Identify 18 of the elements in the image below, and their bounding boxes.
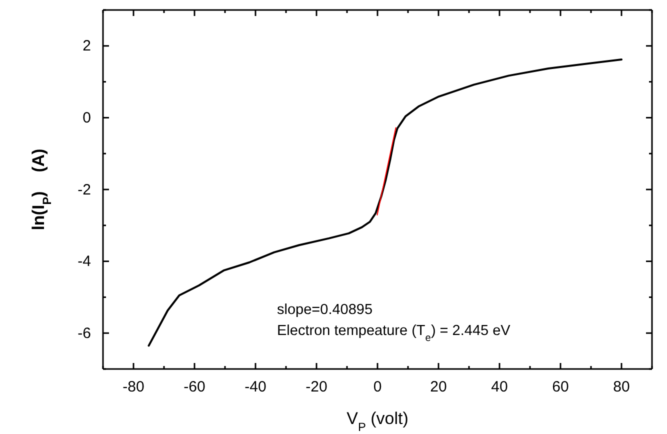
- x-axis-title: V$_{P}$ (volt): [346, 409, 408, 434]
- line-series: [148, 58, 622, 347]
- y-tick-label: -2: [78, 181, 91, 198]
- annotation: slope=0.40895: [277, 302, 373, 318]
- y-tick-label: -6: [78, 324, 91, 342]
- x-tick-label: 60: [552, 378, 569, 396]
- y-tick-label: 2: [82, 38, 91, 55]
- y-tick-label: -4: [78, 253, 91, 270]
- x-tick-label: -20: [306, 378, 328, 396]
- annotation: Electron tempeature (T$_{e}$) = 2.445 eV: [277, 323, 511, 344]
- x-tick-label: 40: [491, 378, 508, 396]
- x-tick-label: 0: [373, 378, 382, 396]
- x-tick-label: -40: [244, 378, 266, 396]
- y-tick-label: 0: [82, 110, 91, 126]
- x-tick-label: 20: [430, 378, 447, 396]
- x-tick-label: -80: [122, 378, 144, 396]
- x-tick-label: 80: [613, 378, 630, 396]
- x-tick-label: -60: [184, 378, 206, 396]
